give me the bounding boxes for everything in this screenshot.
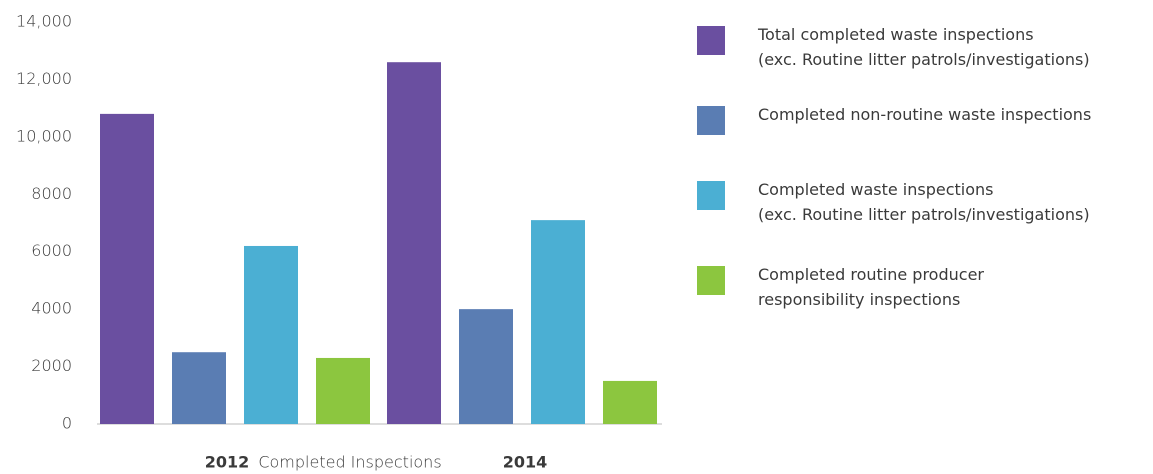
legend-label: Completed routine producer responsibilit… [758, 265, 984, 309]
legend-label: Completed non-routine waste inspections [758, 105, 1092, 124]
y-tick-label: 8000 [31, 184, 72, 203]
legend-swatch [697, 26, 725, 55]
y-tick-label: 14,000 [16, 12, 72, 31]
y-tick-label: 4000 [31, 299, 72, 318]
legend-label: Total completed waste inspections (exc. … [758, 25, 1090, 69]
bar [316, 357, 370, 424]
bar [172, 352, 226, 424]
y-tick-label: 0 [62, 414, 72, 433]
legend-swatch [697, 266, 725, 295]
y-tick-label: 10,000 [16, 126, 72, 145]
x-axis-label: Completed Inspections [258, 453, 441, 472]
y-tick-label: 2000 [31, 356, 72, 375]
bar [531, 220, 585, 424]
bar [244, 245, 298, 424]
y-tick-label: 12,000 [16, 69, 72, 88]
legend-swatch [697, 181, 725, 210]
x-category-label: 2014 [503, 453, 548, 472]
legend-label: Completed waste inspections (exc. Routin… [758, 180, 1090, 224]
bar [603, 380, 657, 424]
x-category-label: 2012 [205, 453, 250, 472]
bar [459, 309, 513, 424]
chart: 0 2000 4000 6000 8000 10,000 12,000 14,000 2012 2… [16, 12, 662, 472]
bar [100, 113, 154, 424]
y-tick-label: 6000 [31, 241, 72, 260]
legend-swatch [697, 106, 725, 135]
bar [387, 62, 441, 424]
